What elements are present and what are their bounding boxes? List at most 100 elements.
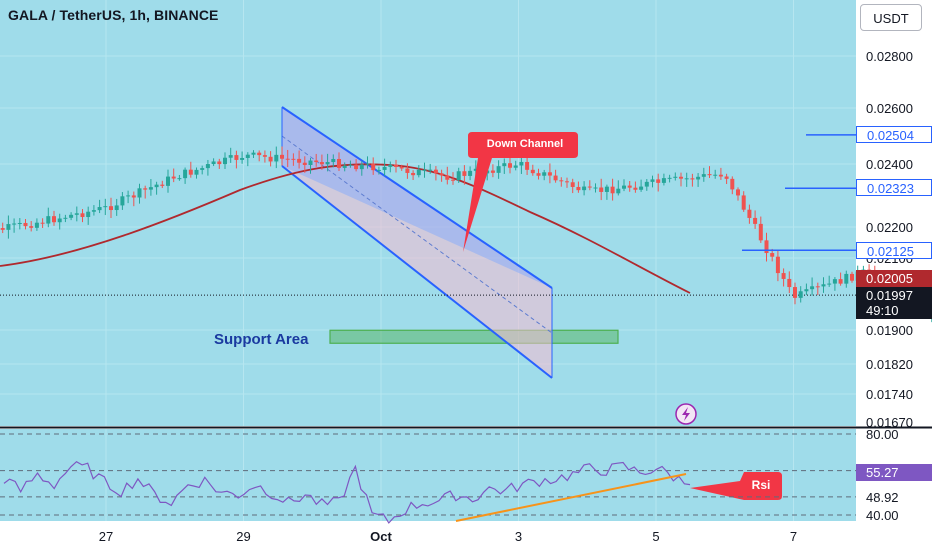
candle-body — [200, 168, 205, 170]
candle-body — [730, 178, 735, 190]
candle-body — [52, 216, 56, 223]
candle-body — [832, 279, 837, 284]
candle-body — [713, 174, 718, 176]
price-tick-label: 0.02400 — [866, 157, 913, 172]
candle-body — [679, 176, 683, 179]
candle-body — [223, 157, 227, 165]
rsi-tick-label: 48.92 — [866, 490, 899, 505]
candle-body — [513, 165, 518, 168]
candle-body — [827, 283, 832, 285]
candle-body — [553, 175, 558, 181]
candle-body — [257, 152, 262, 156]
candle-body — [570, 182, 575, 187]
candle-body — [148, 187, 153, 190]
rsi-value-tag: 55.27 — [856, 464, 932, 481]
channel-bottom-line — [281, 165, 553, 379]
candle-body — [844, 273, 849, 284]
candle-body — [211, 161, 216, 165]
candle-body — [109, 206, 113, 211]
candle-body — [559, 180, 564, 182]
rsi-callout — [690, 472, 782, 500]
candle-body — [131, 195, 136, 198]
candle-body — [291, 158, 296, 160]
candle-body — [815, 286, 820, 288]
candle-body — [639, 186, 644, 190]
candle-body — [46, 216, 51, 224]
candle-body — [850, 273, 854, 281]
support-area-zone — [329, 329, 619, 344]
candle-body — [587, 186, 592, 188]
candle-body — [707, 174, 712, 176]
time-tick-label: 5 — [652, 529, 659, 544]
candle-body — [684, 178, 689, 180]
candle-body — [183, 169, 188, 179]
candle-body — [399, 166, 404, 169]
candle-body — [297, 158, 302, 163]
candle-body — [17, 222, 22, 224]
candle-body — [6, 224, 11, 230]
lightning-icon[interactable] — [675, 403, 697, 425]
candle-body — [171, 176, 176, 179]
rsi-layer — [0, 433, 856, 524]
candle-body — [354, 164, 359, 170]
target-3-tag: 0.02504 — [856, 126, 932, 143]
price-tick-label: 0.02200 — [866, 220, 913, 235]
candle-body — [451, 179, 455, 181]
candle-body — [793, 287, 797, 298]
candle-body — [758, 223, 763, 241]
candle-body — [268, 156, 273, 162]
candle-body — [718, 174, 723, 177]
level-lines — [742, 134, 856, 251]
candle-body — [445, 175, 450, 180]
candle-body — [496, 166, 501, 173]
price-axis-ticks: 0.028000.026000.024000.022000.021000.019… — [866, 49, 913, 430]
candle-body — [696, 176, 701, 180]
channel-lower-fill — [282, 107, 552, 378]
candle-body — [348, 164, 353, 166]
candle-body — [177, 178, 182, 180]
candle-body — [411, 172, 416, 176]
candle-body — [205, 164, 210, 169]
target-1-tag: 0.02125 — [856, 242, 932, 259]
candle-body — [810, 286, 815, 290]
candle-body — [656, 179, 661, 183]
candle-body — [673, 176, 678, 178]
candle-body — [302, 162, 307, 166]
candle-body — [29, 226, 34, 228]
candle-body — [775, 256, 780, 274]
rsi-label: Rsi — [751, 478, 771, 492]
candle-body — [490, 170, 495, 173]
candle-body — [787, 278, 792, 288]
rsi-tick-label: 80.00 — [866, 427, 899, 442]
candle-body — [781, 273, 786, 279]
candle-body — [582, 186, 587, 191]
candle-body — [644, 181, 649, 187]
candle-body — [502, 163, 507, 167]
candle-body — [838, 279, 843, 284]
candle-body — [667, 177, 672, 179]
time-axis-bg — [0, 521, 932, 550]
candle-body — [536, 173, 541, 176]
support-area-rect — [329, 329, 619, 344]
candle-body — [650, 179, 655, 182]
chart-title: GALA / TetherUS, 1h, BINANCE — [8, 7, 219, 23]
candle-body — [382, 166, 387, 170]
candle-body — [798, 291, 803, 298]
currency-button[interactable]: USDT — [860, 4, 922, 31]
candle-body — [462, 171, 467, 176]
candle-body — [274, 154, 279, 162]
candle-body — [690, 178, 695, 180]
candle-body — [622, 185, 626, 189]
candle-body — [764, 240, 769, 254]
candle-body — [194, 169, 199, 175]
rsi-trendline — [455, 473, 687, 522]
candle-body — [12, 223, 17, 225]
candle-body — [633, 187, 638, 190]
candle-body — [69, 214, 74, 218]
candle-body — [394, 164, 398, 167]
candle-body — [547, 172, 552, 176]
channel-top-line — [281, 106, 553, 289]
candle-body — [0, 228, 5, 230]
candle-body — [331, 158, 336, 163]
